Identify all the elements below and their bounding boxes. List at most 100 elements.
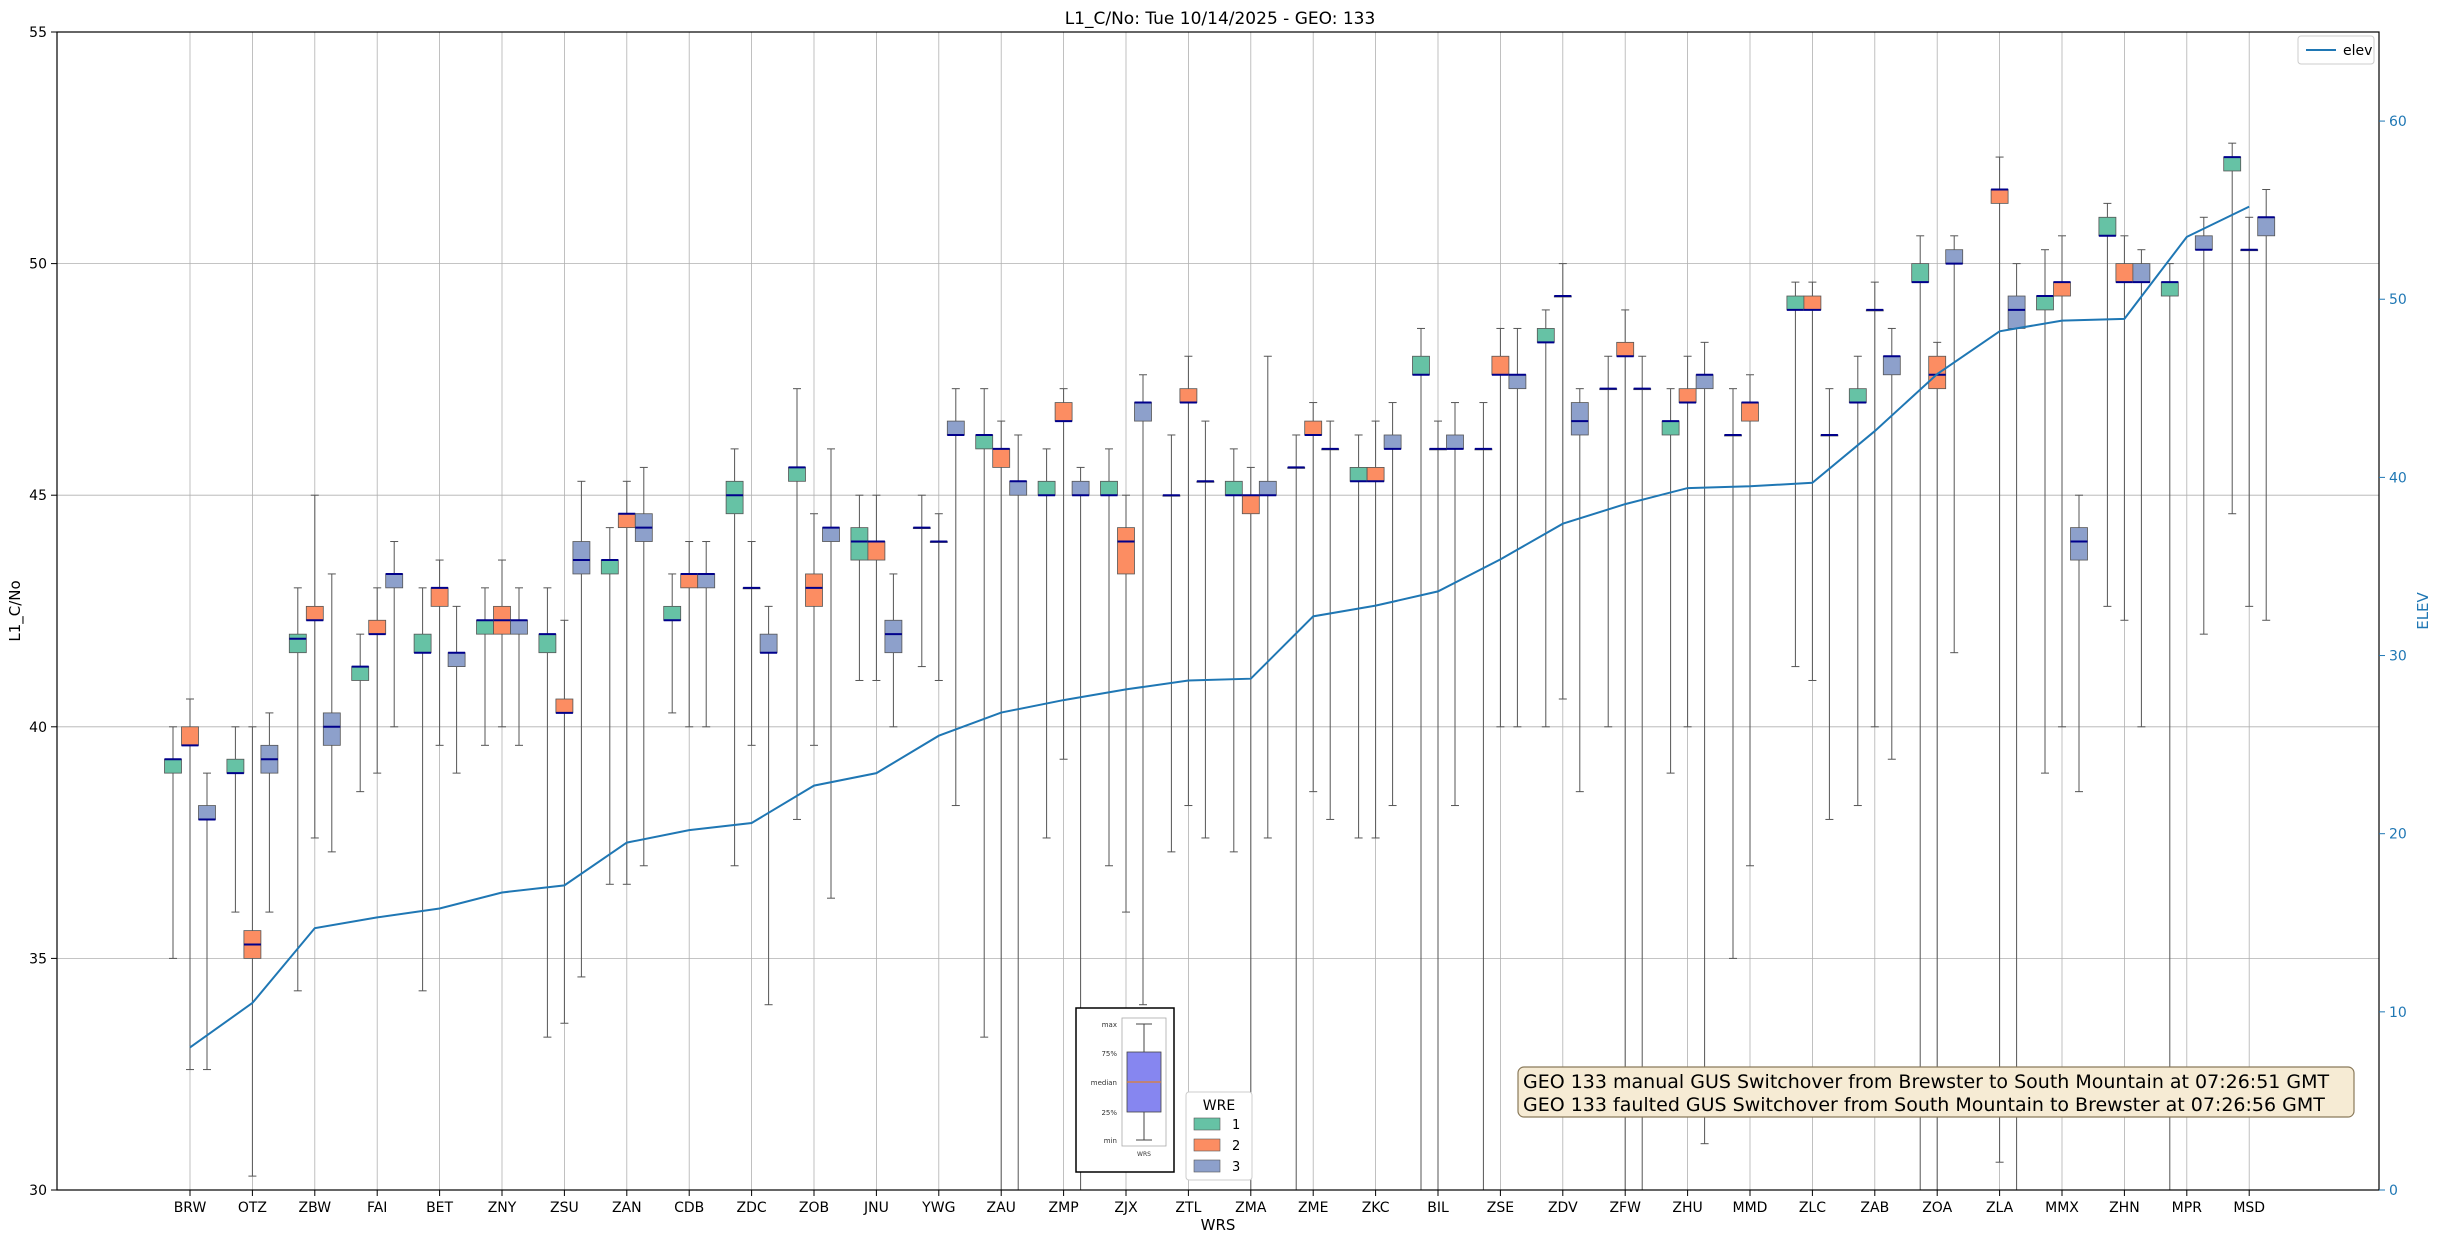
box-ZLA-2: [1990, 189, 2009, 204]
box-whisker-FAI-2: [373, 587, 382, 774]
whiskers: [169, 142, 2271, 1190]
box-ZSE-2: [1491, 355, 1510, 376]
box-whisker-OTZ-2: [248, 726, 257, 1177]
box-MSD-3: [2257, 216, 2276, 237]
y2-tick-label: 60: [2389, 114, 2407, 130]
x-tick-label: ZAU: [986, 1200, 1015, 1216]
annotation-box: GEO 133 manual GUS Switchover from Brews…: [1517, 1066, 2355, 1118]
box-ZMP-2: [1054, 402, 1073, 422]
box-whisker-ZNY-2: [498, 559, 506, 728]
x-tick-label: YWG: [921, 1200, 955, 1216]
x-tick-label: ZLA: [1986, 1200, 2014, 1216]
x-tick-label: ZME: [1298, 1200, 1329, 1216]
x-tick-label: ZNY: [488, 1200, 517, 1216]
box-ZBW-1: [288, 633, 307, 654]
box-whisker-BET-3: [452, 605, 461, 774]
box-whisker-ZME-2: [1309, 402, 1318, 793]
box-whisker-MSD-3: [2262, 188, 2271, 621]
x-tick-label: ZFW: [1609, 1200, 1641, 1216]
x-tick-label: ZTL: [1175, 1200, 1201, 1216]
box-ZAU-3: [1009, 480, 1028, 496]
box-ZJX-1: [1100, 480, 1118, 496]
box-ZTL-2: [1179, 388, 1198, 403]
x-tick-label: BET: [426, 1200, 453, 1216]
x-tick-label: ZAN: [612, 1200, 642, 1216]
box-ZBW-2: [305, 605, 324, 621]
x-tick-label: ZDC: [737, 1200, 767, 1216]
box-MMD-2: [1741, 402, 1759, 422]
box-whisker-ZOA-3: [1950, 235, 1959, 654]
box-MPR-3: [2194, 235, 2213, 251]
x-tick-label: ZMA: [1235, 1200, 1267, 1216]
box-whisker-ZSE-3: [1513, 327, 1522, 728]
wre-legend: WRE 1 2 3: [1185, 1091, 1253, 1181]
box-whisker-MMD-1: [1729, 388, 1737, 959]
x-tick-label: ZHU: [1672, 1200, 1702, 1216]
box-ZDC-3: [759, 633, 778, 654]
box-whisker-JNU-3: [889, 573, 898, 728]
box-JNU-2: [867, 541, 886, 561]
x-tick-label: MSD: [2233, 1200, 2265, 1216]
elev-line: [189, 205, 2250, 1049]
box-BRW-2: [181, 726, 199, 746]
box-whisker-ZAN-2: [622, 480, 631, 885]
x-tick-label: ZOA: [1922, 1200, 1952, 1216]
box-ZOA-2: [1928, 355, 1947, 390]
box-whisker-ZLC-1: [1791, 281, 1800, 668]
box-whisker-BIL-2: [1434, 420, 1442, 1190]
box-FAI-1: [351, 666, 370, 681]
box-whisker-ZHN-3: [2137, 249, 2146, 728]
box-whisker-ZOB-2: [810, 513, 818, 746]
box-whisker-FAI-1: [356, 633, 365, 793]
box-whisker-CDB-2: [685, 541, 694, 728]
box-ZNY-1: [476, 619, 494, 635]
box-ZME-2: [1304, 420, 1323, 436]
box-whisker-ZSU-1: [543, 587, 552, 1038]
box-whisker-ZFW-3: [1638, 355, 1647, 1190]
wre-legend-label: 3: [1232, 1160, 1240, 1175]
box-whisker-ZDV-3: [1575, 388, 1584, 793]
box-whisker-ZBW-2: [310, 494, 319, 839]
box-ZOB-1: [788, 467, 806, 482]
chart-title: L1_C/No: Tue 10/14/2025 - GEO: 133: [1065, 9, 1376, 29]
boxplot-key-label: max: [1102, 1021, 1117, 1029]
y2-axis-label: ELEV: [2414, 591, 2432, 629]
box-whisker-ZDC-2: [747, 541, 756, 746]
box-YWG-3: [946, 420, 965, 436]
box-whisker-BIL-3: [1451, 402, 1459, 807]
boxplot-key: max 75% median 25% min WRS: [1075, 1007, 1175, 1173]
x-tick-label: ZKC: [1362, 1200, 1390, 1216]
box-ZSU-3: [572, 541, 591, 575]
box-whisker-ZLC-2: [1808, 281, 1817, 681]
box-whisker-ZLA-3: [2012, 263, 2021, 1190]
plot-frame: [56, 31, 2380, 1191]
box-ZMP-1: [1037, 480, 1056, 496]
box-whisker-ZHU-3: [1700, 341, 1709, 1145]
x-tick-label: BIL: [1427, 1200, 1449, 1216]
box-whisker-ZKC-2: [1371, 420, 1380, 839]
y-tick-label: 35: [29, 951, 47, 967]
annotation-line: GEO 133 faulted GUS Switchover from Sout…: [1523, 1094, 2325, 1116]
box-whisker-ZTL-3: [1201, 420, 1210, 839]
box-ZNY-3: [510, 619, 528, 635]
box-ZOB-3: [822, 527, 840, 542]
box-ZSU-2: [555, 698, 574, 714]
box-ZAB-3: [1882, 355, 1901, 376]
x-tick-label: ZBW: [299, 1200, 332, 1216]
box-MPR-1: [2160, 281, 2179, 297]
x-tick-label: MMD: [1733, 1200, 1768, 1216]
box-whisker-CDB-1: [668, 573, 677, 714]
y-tick-label: 30: [29, 1183, 47, 1199]
y-axis-right: 0 10 20 30 40 50 60: [2379, 114, 2407, 1199]
box-BRW-1: [164, 758, 182, 774]
box-whisker-BRW-2: [186, 698, 194, 1071]
box-MMX-3: [2070, 527, 2088, 561]
boxplot-key-label: WRS: [1137, 1151, 1151, 1158]
box-whisker-BRW-1: [169, 726, 177, 959]
box-whisker-MPR-3: [2199, 216, 2208, 635]
box-whisker-ZLA-2: [1995, 156, 2004, 1163]
box-ZDV-1: [1536, 328, 1555, 343]
box-CDB-3: [697, 573, 716, 589]
x-tick-label: ZHN: [2109, 1200, 2140, 1216]
